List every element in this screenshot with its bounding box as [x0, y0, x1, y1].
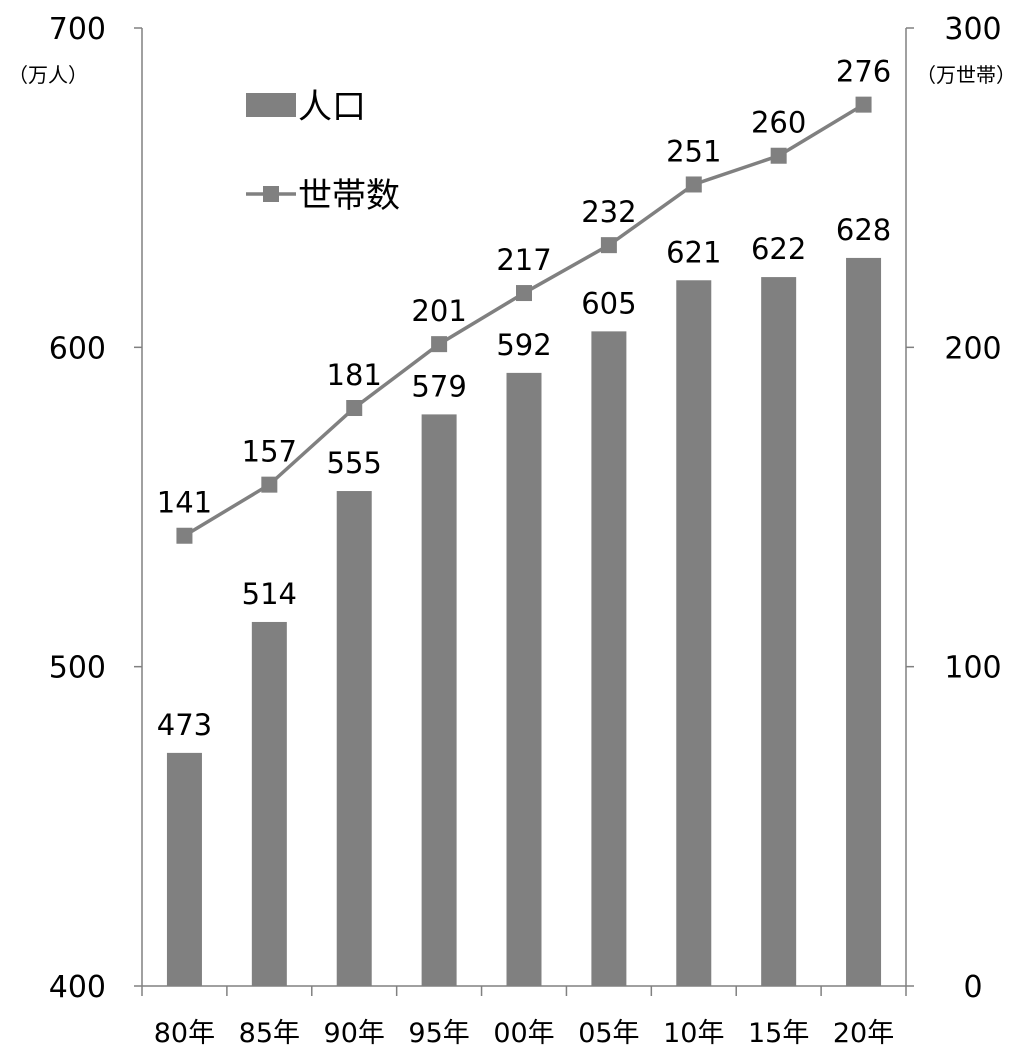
bar — [676, 280, 712, 987]
line-data-label: 217 — [496, 243, 551, 277]
right-tick-label: 200 — [944, 331, 1001, 366]
line-data-label: 260 — [751, 106, 806, 140]
line-marker — [261, 476, 278, 493]
bar-data-label: 473 — [157, 708, 212, 742]
legend-line-label: 世帯数 — [298, 176, 400, 216]
left-axis-unit: （万人） — [8, 63, 88, 87]
legend-bar-label: 人口 — [298, 87, 366, 127]
bar — [591, 331, 627, 986]
x-tick-label: 85年 — [239, 1018, 300, 1049]
line-marker — [685, 176, 702, 193]
bar-series — [166, 257, 882, 987]
x-tick-label: 80年 — [154, 1018, 215, 1049]
bar — [846, 257, 882, 986]
bar — [166, 752, 202, 986]
bar-data-label: 592 — [496, 328, 551, 362]
bar — [506, 372, 542, 986]
bar-data-label: 579 — [411, 369, 466, 403]
data-labels: 473 514 555 579 592 605 621 622 628 141 157 181 201 2… — [157, 55, 891, 742]
line-data-label: 251 — [666, 134, 721, 168]
line-marker — [516, 285, 532, 302]
bar-data-label: 622 — [751, 232, 806, 266]
line-marker — [855, 96, 872, 113]
x-tick-label: 90年 — [324, 1018, 385, 1049]
line-marker — [600, 237, 617, 254]
x-tick-label: 15年 — [748, 1018, 809, 1049]
bar — [421, 414, 457, 987]
axes: 400 500 600 700 0 100 200 300 （万人） （万世帯） 80年 85年 90年… — [8, 12, 1016, 1049]
bar-data-label: 555 — [327, 446, 382, 480]
line-data-label: 157 — [242, 435, 297, 469]
legend-bar-swatch — [246, 93, 296, 117]
line-data-label: 181 — [327, 358, 382, 392]
left-tick-label: 400 — [49, 970, 106, 1005]
bar-data-label: 605 — [581, 286, 636, 320]
left-tick-label: 600 — [49, 331, 106, 366]
bar — [251, 621, 287, 986]
x-tick-label: 05年 — [578, 1018, 639, 1049]
bar-data-label: 514 — [242, 577, 297, 611]
legend-line-marker — [263, 186, 279, 202]
x-tick-label: 00年 — [493, 1018, 554, 1049]
line-data-label: 201 — [411, 294, 466, 328]
x-tick-label: 20年 — [833, 1018, 894, 1049]
bar — [336, 491, 372, 986]
x-tick-label: 95年 — [408, 1018, 469, 1049]
x-tick-label: 10年 — [663, 1018, 724, 1049]
line-marker — [770, 147, 787, 164]
line-data-label: 276 — [836, 55, 891, 89]
line-marker — [176, 527, 193, 544]
line-data-label: 141 — [157, 486, 212, 520]
right-axis-unit: （万世帯） — [916, 63, 1016, 87]
line-series — [176, 96, 872, 544]
line-data-label: 232 — [581, 195, 636, 229]
right-tick-label: 100 — [944, 651, 1001, 686]
bar-data-label: 628 — [836, 213, 891, 247]
bar — [761, 277, 797, 987]
right-tick-label: 300 — [944, 12, 1001, 47]
line-marker — [346, 400, 363, 417]
line-marker — [431, 336, 448, 353]
left-tick-label: 700 — [49, 12, 106, 47]
left-tick-label: 500 — [49, 651, 106, 686]
bar-data-label: 621 — [666, 235, 721, 269]
right-tick-label: 0 — [963, 970, 982, 1005]
